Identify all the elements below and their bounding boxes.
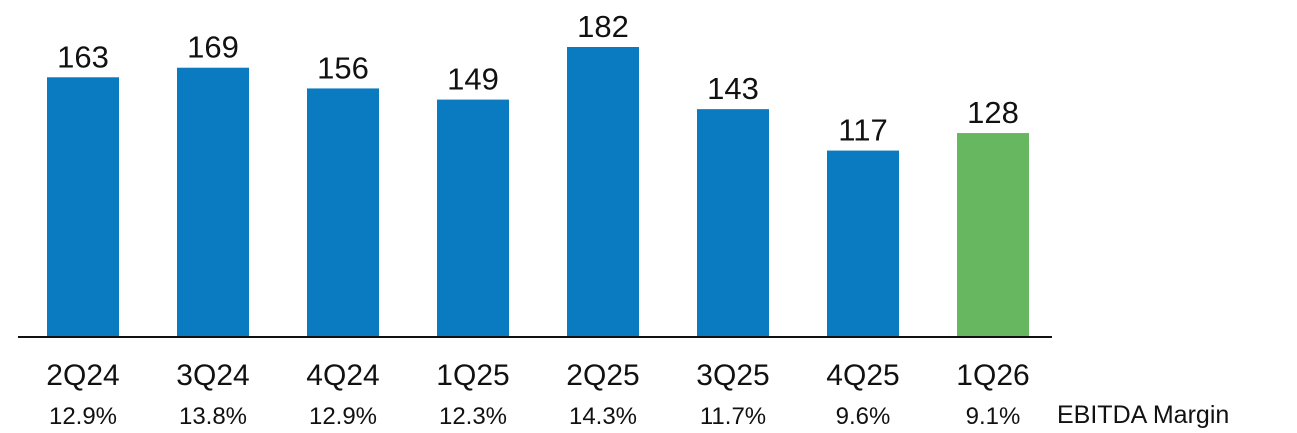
category-label-4Q24: 4Q24 (306, 359, 379, 392)
bar-3Q25 (697, 109, 769, 338)
margin-label-4Q25: 9.6% (836, 403, 891, 430)
margin-label-3Q25: 11.7% (700, 403, 766, 430)
value-labels-group: 163 169 156 149 182 143 117 128 (57, 9, 1019, 148)
value-label-4Q25: 117 (838, 113, 887, 148)
margin-labels-group: 12.9% 13.8% 12.9% 12.3% 14.3% 11.7% 9.6% 9.1% (49, 403, 1020, 430)
bar-1Q26 (957, 133, 1029, 337)
category-label-1Q25: 1Q25 (436, 359, 509, 392)
value-label-3Q25: 143 (707, 71, 759, 106)
bar-1Q25 (437, 99, 509, 337)
category-label-2Q24: 2Q24 (46, 359, 119, 392)
bars-group (47, 47, 1029, 338)
category-labels-group: 2Q24 3Q24 4Q24 1Q25 2Q25 3Q25 4Q25 1Q26 (46, 359, 1029, 392)
margin-label-3Q24: 13.8% (179, 403, 247, 430)
bar-4Q25 (827, 150, 899, 337)
margin-label-2Q25: 14.3% (569, 403, 637, 430)
bar-3Q24 (177, 67, 249, 337)
value-label-2Q24: 163 (57, 39, 109, 74)
margin-label-1Q26: 9.1% (966, 403, 1021, 430)
margin-row-label: EBITDA Margin (1057, 401, 1229, 429)
bar-2Q25 (567, 47, 639, 337)
value-label-1Q25: 149 (447, 62, 499, 97)
margin-label-4Q24: 12.9% (309, 403, 377, 430)
bar-4Q24 (307, 88, 379, 337)
value-label-1Q26: 128 (967, 95, 1019, 130)
value-label-4Q24: 156 (317, 50, 369, 85)
category-label-3Q25: 3Q25 (696, 359, 769, 392)
category-label-4Q25: 4Q25 (826, 359, 899, 392)
category-label-1Q26: 1Q26 (956, 359, 1029, 392)
margin-label-2Q24: 12.9% (49, 403, 117, 430)
value-label-2Q25: 182 (577, 9, 629, 44)
category-label-2Q25: 2Q25 (566, 359, 639, 392)
category-label-3Q24: 3Q24 (176, 359, 249, 392)
value-label-3Q24: 169 (187, 30, 239, 65)
bar-2Q24 (47, 77, 119, 338)
margin-label-1Q25: 12.3% (439, 403, 507, 430)
